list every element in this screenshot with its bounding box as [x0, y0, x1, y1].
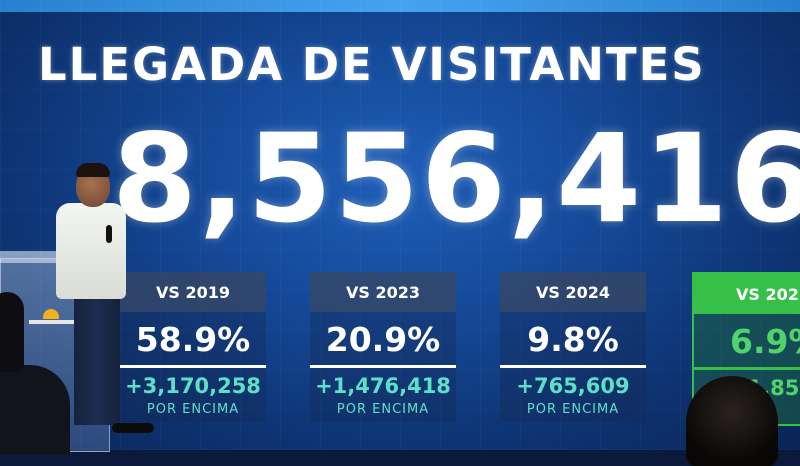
sun-icon: [43, 309, 59, 319]
card-divider: [694, 367, 800, 370]
comparison-card-2024: VS 2024 9.8% +765,609 POR ENCIMA: [500, 272, 646, 422]
speaker-legs: [74, 295, 120, 425]
audience-member-left-body: [0, 365, 70, 455]
speaker-hair: [76, 163, 110, 177]
card-difference: +1,476,418: [315, 374, 451, 398]
logo-bar: [29, 320, 79, 324]
card-percentage: 9.8%: [527, 320, 619, 359]
card-percentage: 20.9%: [325, 320, 441, 359]
card-divider: [120, 365, 266, 368]
card-divider: [310, 365, 456, 368]
card-header: VS 2024: [500, 272, 646, 312]
presentation-screen: LLEGADA DE VISITANTES 8,556,416 VS 2019 …: [0, 0, 800, 450]
card-note: POR ENCIMA: [146, 402, 240, 417]
card-difference: +765,609: [516, 374, 630, 398]
card-divider: [500, 365, 646, 368]
speaker-shoe: [112, 423, 154, 433]
audience-member-left-head: [0, 292, 24, 372]
card-header: VS 2023: [310, 272, 456, 312]
podium-logo-icon: [29, 309, 79, 327]
card-percentage: 6.9%: [730, 322, 800, 361]
card-difference: +3,170,258: [125, 374, 261, 398]
speaker-person: [52, 163, 162, 450]
microphone-icon: [106, 225, 112, 243]
screen-texture: [0, 0, 800, 450]
card-header: VS 2019: [120, 272, 266, 312]
audience-member-right-head: [686, 376, 778, 466]
card-percentage: 58.9%: [135, 320, 251, 359]
comparison-card-2023: VS 2023 20.9% +1,476,418 POR ENCIMA: [310, 272, 456, 422]
card-note: POR ENCIMA: [336, 402, 430, 417]
speaker-shirt: [56, 203, 126, 299]
card-header: VS 202: [694, 274, 800, 314]
comparison-card-2019: VS 2019 58.9% +3,170,258 POR ENCIMA: [120, 272, 266, 422]
screen-title: LLEGADA DE VISITANTES: [38, 38, 706, 91]
card-note: POR ENCIMA: [526, 402, 620, 417]
total-visitors-number: 8,556,416: [112, 108, 800, 250]
